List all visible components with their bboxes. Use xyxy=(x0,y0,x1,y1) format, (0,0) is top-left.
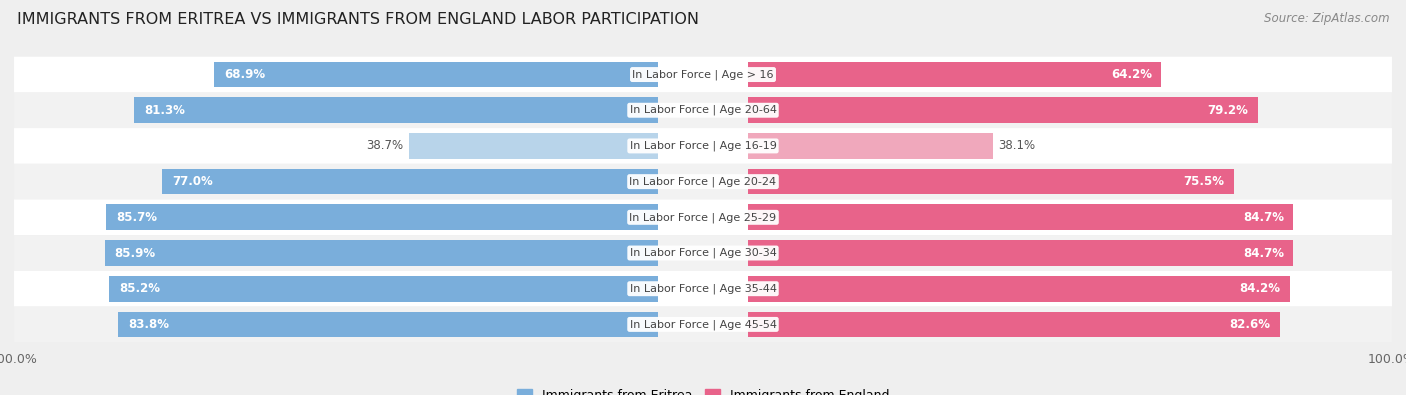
Text: In Labor Force | Age > 16: In Labor Force | Age > 16 xyxy=(633,69,773,80)
Text: 84.2%: 84.2% xyxy=(1240,282,1281,295)
Bar xyxy=(162,169,658,194)
Text: 77.0%: 77.0% xyxy=(172,175,212,188)
Text: Source: ZipAtlas.com: Source: ZipAtlas.com xyxy=(1264,12,1389,25)
FancyBboxPatch shape xyxy=(14,199,1392,235)
Text: 38.1%: 38.1% xyxy=(998,139,1036,152)
FancyBboxPatch shape xyxy=(14,307,1392,342)
Bar xyxy=(110,276,658,301)
Legend: Immigrants from Eritrea, Immigrants from England: Immigrants from Eritrea, Immigrants from… xyxy=(512,384,894,395)
Bar xyxy=(105,240,658,266)
Text: In Labor Force | Age 30-34: In Labor Force | Age 30-34 xyxy=(630,248,776,258)
Bar xyxy=(748,276,1291,301)
Text: 64.2%: 64.2% xyxy=(1111,68,1152,81)
Text: In Labor Force | Age 45-54: In Labor Force | Age 45-54 xyxy=(630,319,776,330)
Text: 82.6%: 82.6% xyxy=(1229,318,1270,331)
FancyBboxPatch shape xyxy=(14,235,1392,271)
FancyBboxPatch shape xyxy=(14,92,1392,128)
Text: In Labor Force | Age 25-29: In Labor Force | Age 25-29 xyxy=(630,212,776,222)
Text: 85.9%: 85.9% xyxy=(114,246,156,260)
Bar xyxy=(214,62,658,87)
Bar xyxy=(748,98,1258,123)
Bar xyxy=(748,62,1161,87)
Text: 84.7%: 84.7% xyxy=(1243,211,1284,224)
Text: 81.3%: 81.3% xyxy=(145,104,186,117)
Text: 85.2%: 85.2% xyxy=(120,282,160,295)
FancyBboxPatch shape xyxy=(14,57,1392,92)
Text: In Labor Force | Age 20-64: In Labor Force | Age 20-64 xyxy=(630,105,776,115)
Text: 85.7%: 85.7% xyxy=(115,211,157,224)
FancyBboxPatch shape xyxy=(14,128,1392,164)
Text: 38.7%: 38.7% xyxy=(367,139,404,152)
Bar xyxy=(748,205,1294,230)
FancyBboxPatch shape xyxy=(14,164,1392,199)
Text: 79.2%: 79.2% xyxy=(1208,104,1249,117)
Text: 68.9%: 68.9% xyxy=(224,68,266,81)
Text: In Labor Force | Age 35-44: In Labor Force | Age 35-44 xyxy=(630,284,776,294)
Bar xyxy=(105,205,658,230)
Bar xyxy=(409,133,658,159)
Bar xyxy=(748,312,1279,337)
Bar xyxy=(135,98,658,123)
Text: In Labor Force | Age 20-24: In Labor Force | Age 20-24 xyxy=(630,177,776,187)
Text: 83.8%: 83.8% xyxy=(128,318,169,331)
Text: 84.7%: 84.7% xyxy=(1243,246,1284,260)
Bar xyxy=(118,312,658,337)
Bar xyxy=(748,169,1234,194)
FancyBboxPatch shape xyxy=(14,271,1392,307)
Bar xyxy=(748,240,1294,266)
Text: 75.5%: 75.5% xyxy=(1184,175,1225,188)
Bar xyxy=(748,133,994,159)
Text: In Labor Force | Age 16-19: In Labor Force | Age 16-19 xyxy=(630,141,776,151)
Text: IMMIGRANTS FROM ERITREA VS IMMIGRANTS FROM ENGLAND LABOR PARTICIPATION: IMMIGRANTS FROM ERITREA VS IMMIGRANTS FR… xyxy=(17,12,699,27)
